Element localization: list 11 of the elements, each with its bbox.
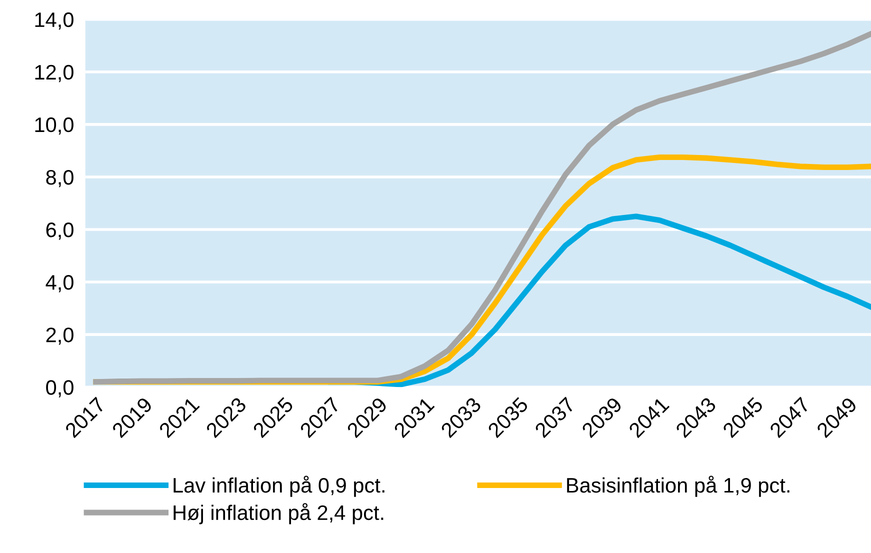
y-tick-label: 4,0 (46, 275, 74, 292)
y-tick-label: 2,0 (46, 328, 74, 345)
y-tick-label: 8,0 (46, 170, 74, 188)
y-tick-label: 0,0 (46, 380, 74, 398)
legend-label: Lav inflation på 0,9 pct. (174, 476, 384, 497)
y-tick-label: 6,0 (46, 222, 74, 240)
y-tick-label: 10,0 (35, 117, 74, 135)
y-tick-label: 14,0 (35, 12, 74, 30)
legend-label: Høj inflation på 2,4 pct. (174, 503, 384, 524)
legend-label: Basisinflation på 1,9 pct. (567, 476, 790, 497)
y-tick-label: 12,0 (35, 64, 74, 82)
